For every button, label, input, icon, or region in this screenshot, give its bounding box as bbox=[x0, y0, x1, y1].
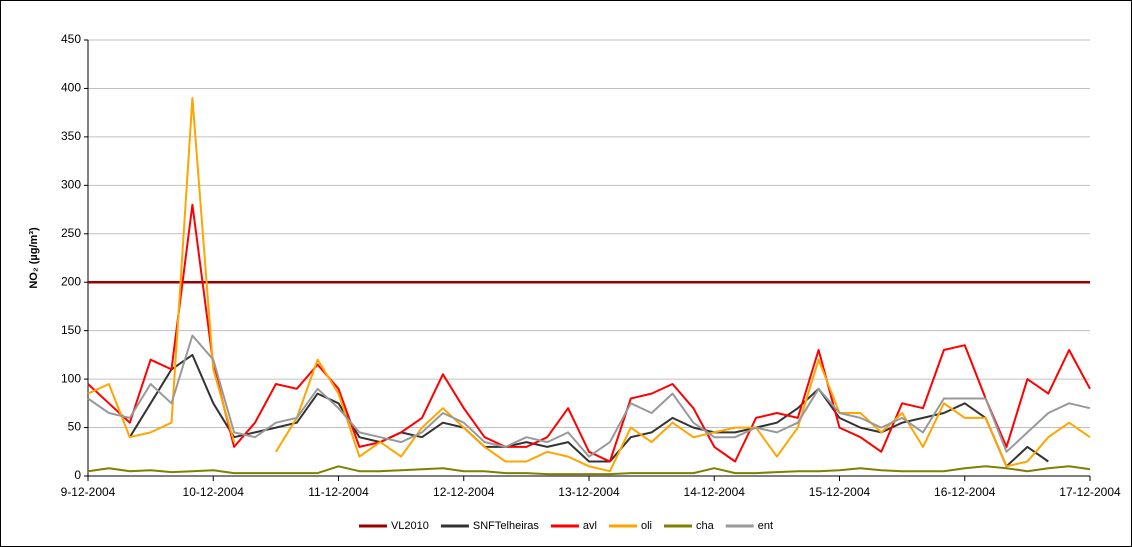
x-tick-label: 17-12-2004 bbox=[1059, 485, 1121, 499]
y-tick-label: 300 bbox=[61, 178, 81, 192]
legend-label: ent bbox=[758, 520, 773, 532]
x-tick-label: 10-12-2004 bbox=[183, 485, 245, 499]
legend-label: oli bbox=[641, 520, 652, 532]
x-tick-label: 12-12-2004 bbox=[433, 485, 495, 499]
x-tick-label: 13-12-2004 bbox=[558, 485, 620, 499]
y-tick-label: 100 bbox=[61, 371, 81, 385]
legend-label: VL2010 bbox=[391, 520, 429, 532]
x-tick-label: 16-12-2004 bbox=[934, 485, 996, 499]
series-line bbox=[128, 353, 1049, 468]
series-line bbox=[87, 203, 1091, 463]
y-tick-label: 450 bbox=[61, 32, 81, 46]
y-tick-label: 400 bbox=[61, 81, 81, 95]
legend-label: avl bbox=[583, 520, 597, 532]
series-line bbox=[87, 334, 1091, 458]
y-tick-label: 250 bbox=[61, 226, 81, 240]
y-tick-label: 350 bbox=[61, 129, 81, 143]
y-tick-label: 50 bbox=[68, 420, 82, 434]
x-tick-label: 9-12-2004 bbox=[61, 485, 116, 499]
legend-label: SNFTelheiras bbox=[473, 520, 540, 532]
x-tick-label: 15-12-2004 bbox=[809, 485, 871, 499]
legend: VL2010 SNFTelheiras avl oli cha ent bbox=[358, 520, 773, 532]
y-tick-label: 200 bbox=[61, 274, 81, 288]
y-tick-label: 150 bbox=[61, 323, 81, 337]
legend-label: cha bbox=[696, 520, 715, 532]
y-axis-label: NO₂ (µg/m³) bbox=[28, 227, 40, 289]
x-tick-label: 14-12-2004 bbox=[684, 485, 746, 499]
x-tick-label: 11-12-2004 bbox=[308, 485, 369, 499]
y-tick-label: 0 bbox=[74, 468, 81, 482]
series-line bbox=[87, 465, 1091, 476]
series-line bbox=[87, 97, 1091, 473]
